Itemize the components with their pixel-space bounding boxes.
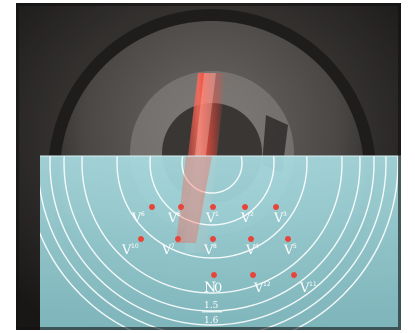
svg-text:V: V <box>161 243 172 258</box>
svg-text:8: 8 <box>213 243 217 250</box>
svg-text:6: 6 <box>177 211 181 218</box>
svg-text:V: V <box>205 211 216 226</box>
svg-text:2: 2 <box>250 211 254 218</box>
svg-text:V: V <box>203 243 214 258</box>
svg-text:7: 7 <box>171 243 175 250</box>
svg-text:V: V <box>240 211 251 226</box>
optical-photo: V 6 V 6 V 1 V 2 V 3 V 10 <box>16 3 401 330</box>
svg-text:V: V <box>253 281 264 296</box>
svg-text:0: 0 <box>214 281 222 296</box>
svg-text:1: 1 <box>215 211 219 218</box>
svg-text:4: 4 <box>255 243 259 250</box>
scale-mark-1: 1.5 <box>204 301 219 311</box>
point-7: V 7 <box>161 236 181 258</box>
point-2: V 6 <box>167 204 184 226</box>
point-11: N 0 <box>204 272 222 296</box>
point-3: V 1 <box>205 204 219 226</box>
point-1: V 6 <box>131 204 155 226</box>
scale-mark-2: 1.6 <box>204 316 219 326</box>
point-8: V 8 <box>203 236 217 258</box>
svg-text:6: 6 <box>141 211 145 218</box>
chart-overlay <box>40 156 401 330</box>
point-5: V 3 <box>273 204 287 226</box>
svg-text:V: V <box>299 281 310 296</box>
svg-text:V: V <box>131 211 142 226</box>
svg-text:V: V <box>283 243 294 258</box>
svg-text:V: V <box>167 211 178 226</box>
svg-text:5: 5 <box>293 243 297 250</box>
svg-text:11: 11 <box>309 281 317 288</box>
svg-text:N: N <box>204 280 216 296</box>
point-13: V 11 <box>291 272 317 296</box>
svg-text:10: 10 <box>131 243 139 250</box>
point-10: V 5 <box>283 236 297 258</box>
svg-text:12: 12 <box>263 281 271 288</box>
point-4: V 2 <box>240 204 254 226</box>
svg-text:3: 3 <box>283 211 287 218</box>
point-9: V 4 <box>245 236 259 258</box>
svg-text:V: V <box>273 211 284 226</box>
svg-text:V: V <box>121 243 132 258</box>
svg-text:V: V <box>245 243 256 258</box>
point-6: V 10 <box>121 236 144 258</box>
point-12: V 12 <box>250 272 271 296</box>
